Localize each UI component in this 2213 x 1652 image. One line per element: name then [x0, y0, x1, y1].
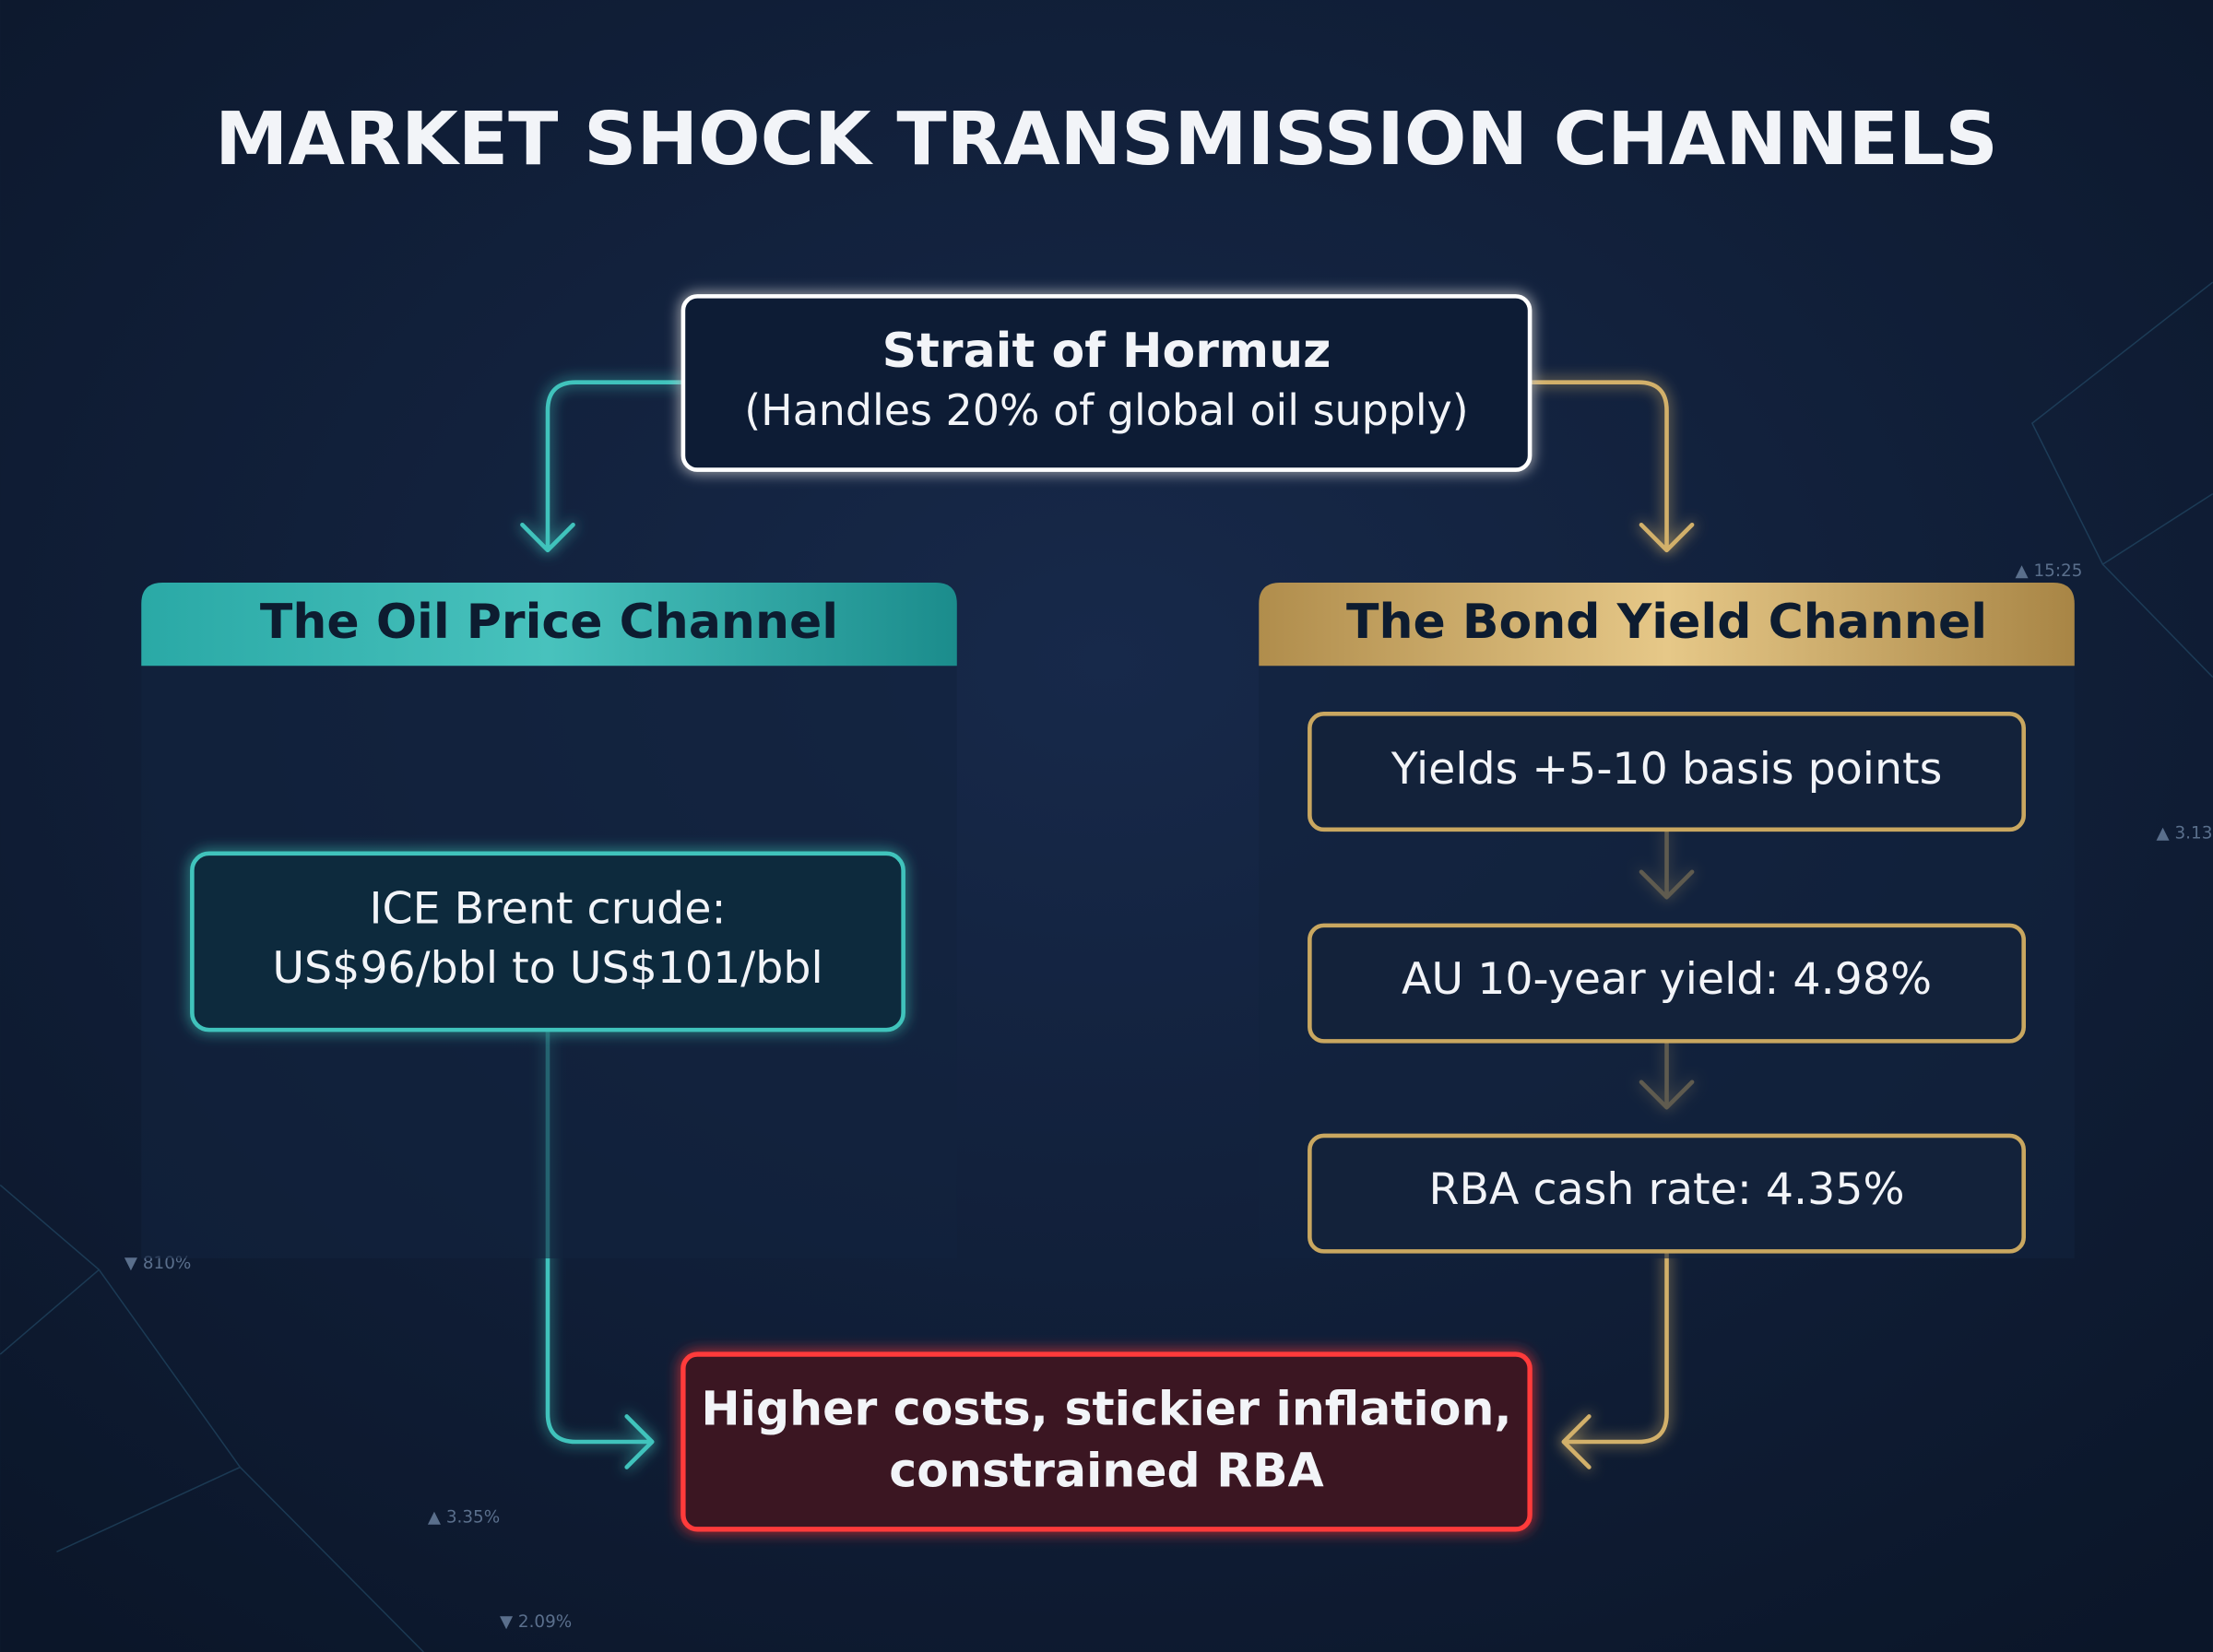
network-decor [0, 281, 2213, 1652]
source-box [680, 294, 1533, 472]
outcome-text: Higher costs, stickier inflation, [701, 1381, 1511, 1435]
title: MARKET SHOCK TRANSMISSION CHANNELS [215, 96, 1998, 182]
box-text: ICE Brent crude: [370, 884, 727, 935]
outcome-text: constrained RBA [889, 1444, 1323, 1498]
channel-title: The Bond Yield Channel [1346, 595, 1987, 650]
bg-label: ▲ 15:25 [2016, 561, 2083, 581]
bg-label: ▲ 3.35% [428, 1508, 500, 1528]
channel-title: The Oil Price Channel [260, 595, 838, 650]
source-title: Strait of Hormuz [882, 324, 1331, 379]
bg-label: ▼ 2.09% [500, 1612, 572, 1632]
oil-box [190, 851, 905, 1032]
outcome-box [680, 1351, 1533, 1532]
box-text: RBA cash rate: 4.35% [1429, 1164, 1905, 1215]
box-text: US$96/bbl to US$101/bbl [272, 943, 822, 994]
box-text: AU 10-year yield: 4.98% [1402, 954, 1932, 1005]
bg-label: ▲ 3.13 [2157, 823, 2213, 843]
box-text: Yields +5-10 basis points [1391, 744, 1943, 795]
bond-boxes [1308, 712, 2027, 1254]
source-subtitle: (Handles 20% of global oil supply) [744, 385, 1468, 435]
bg-label: ▼ 810% [124, 1254, 191, 1273]
